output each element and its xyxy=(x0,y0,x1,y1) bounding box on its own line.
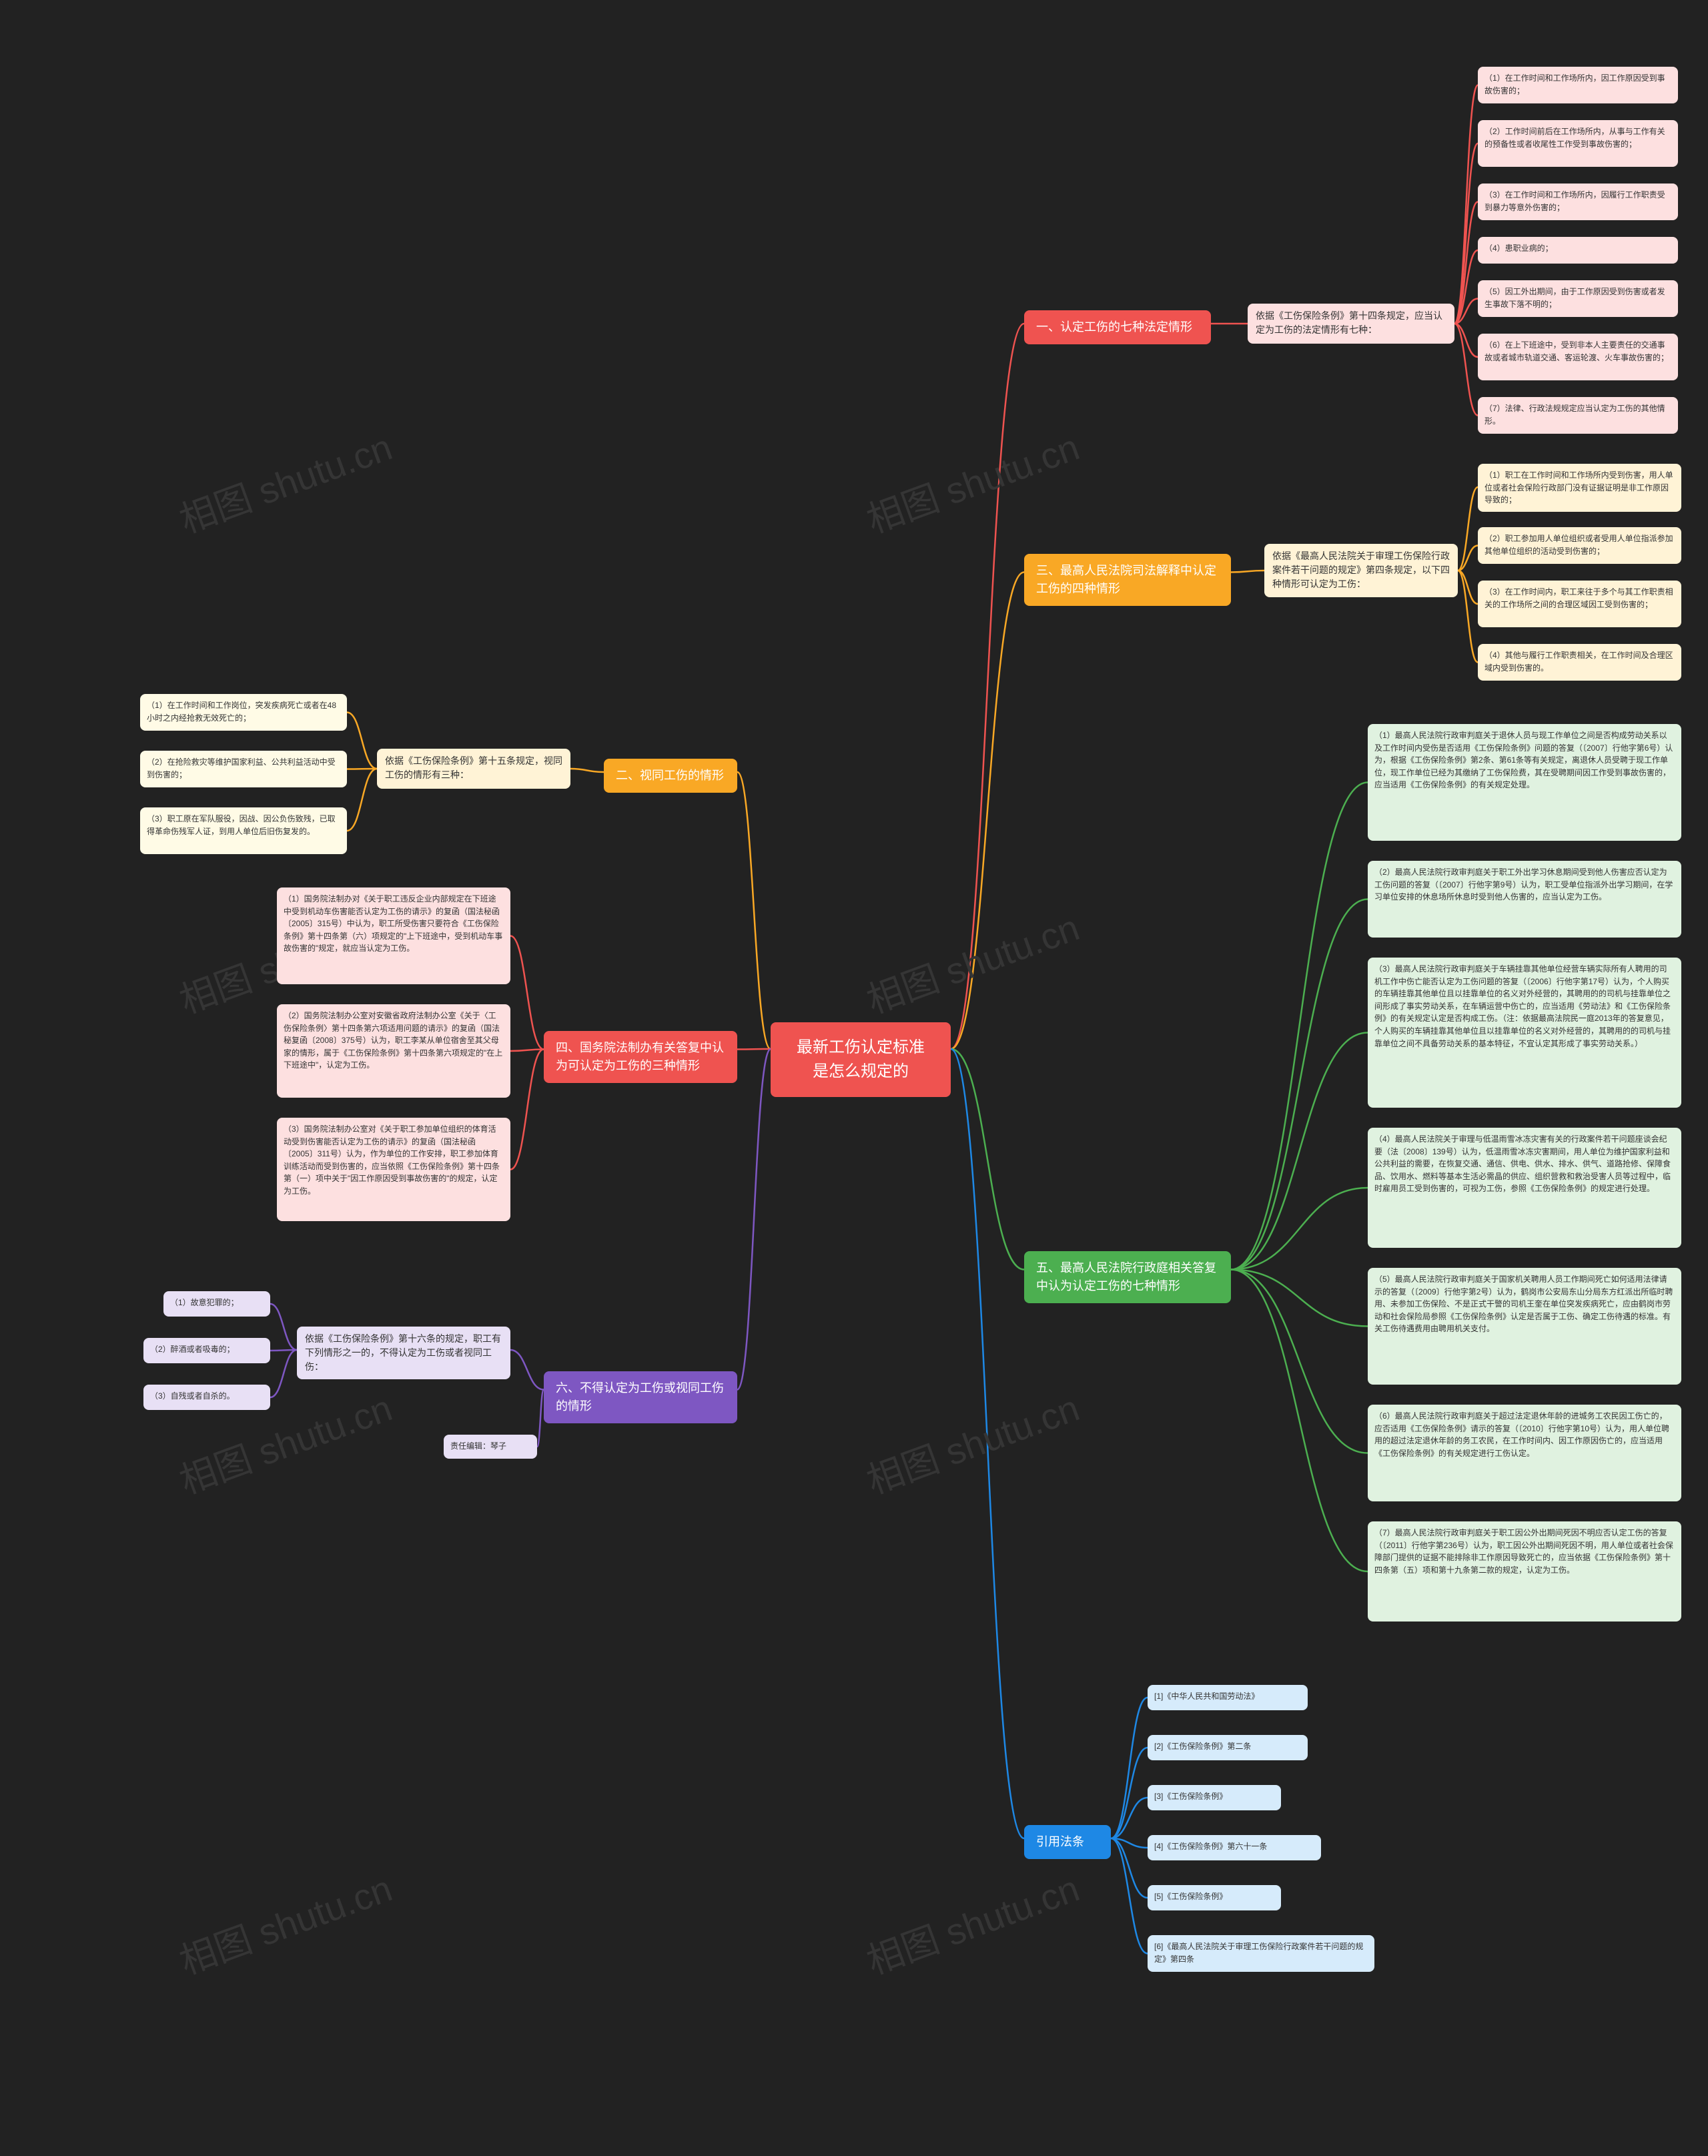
leaf-b5-0: （1）最高人民法院行政审判庭关于退休人员与现工作单位之间是否构成劳动关系以及工作… xyxy=(1368,724,1681,841)
leaf-b1-2: （3）在工作时间和工作场所内，因履行工作职责受到暴力等意外伤害的； xyxy=(1478,184,1678,220)
leaf-b2-0: （1）在工作时间和工作岗位，突发疾病死亡或者在48小时之内经抢救无效死亡的； xyxy=(140,694,347,731)
sub-b1: 依据《工伤保险条例》第十四条规定，应当认定为工伤的法定情形有七种： xyxy=(1248,304,1454,344)
leaf-b3-2: （3）在工作时间内，职工来往于多个与其工作职责相关的工作场所之间的合理区域因工受… xyxy=(1478,581,1681,627)
watermark: 相图 shutu.cn xyxy=(171,417,398,543)
leaf-b7-0: [1]《中华人民共和国劳动法》 xyxy=(1148,1685,1308,1710)
leaf-b6-2: （3）自残或者自杀的。 xyxy=(143,1385,270,1410)
branch-b6: 六、不得认定为工伤或视同工伤的情形 xyxy=(544,1371,737,1423)
leaf-b7-3: [4]《工伤保险条例》第六十一条 xyxy=(1148,1835,1321,1860)
watermark: 相图 shutu.cn xyxy=(171,1858,398,1985)
leaf-b4-2: （3）国务院法制办公室对《关于职工参加单位组织的体育活动受到伤害能否认定为工伤的… xyxy=(277,1118,510,1221)
branch-b4: 四、国务院法制办有关答复中认为可认定为工伤的三种情形 xyxy=(544,1031,737,1083)
sub-b2: 依据《工伤保险条例》第十五条规定，视同工伤的情形有三种： xyxy=(377,749,570,789)
leaf-b7-1: [2]《工伤保险条例》第二条 xyxy=(1148,1735,1308,1760)
watermark: 相图 shutu.cn xyxy=(858,897,1085,1024)
leaf-b5-6: （7）最高人民法院行政审判庭关于职工因公外出期间死因不明应否认定工伤的答复（〔2… xyxy=(1368,1521,1681,1622)
leaf-b5-5: （6）最高人民法院行政审判庭关于超过法定退休年龄的进城务工农民因工伤亡的，应否适… xyxy=(1368,1405,1681,1501)
leaf-b7-5: [6]《最高人民法院关于审理工伤保险行政案件若干问题的规定》第四条 xyxy=(1148,1935,1374,1972)
leaf-b5-4: （5）最高人民法院行政审判庭关于国家机关聘用人员工作期间死亡如何适用法律请示的答… xyxy=(1368,1268,1681,1385)
watermark: 相图 shutu.cn xyxy=(858,1378,1085,1504)
branch-b7: 引用法条 xyxy=(1024,1825,1111,1859)
leaf-b2-2: （3）职工原在军队服役，因战、因公负伤致残，已取得革命伤残军人证，到用人单位后旧… xyxy=(140,807,347,854)
leaf-b6-0: （1）故意犯罪的； xyxy=(163,1291,270,1317)
sub-b3: 依据《最高人民法院关于审理工伤保险行政案件若干问题的规定》第四条规定，以下四种情… xyxy=(1264,544,1458,597)
leaf-b6-1: （2）醉酒或者吸毒的； xyxy=(143,1338,270,1363)
leaf-b5-3: （4）最高人民法院关于审理与低温雨雪冰冻灾害有关的行政案件若干问题座谈会纪要（法… xyxy=(1368,1128,1681,1248)
leaf-b1-3: （4）患职业病的； xyxy=(1478,237,1678,264)
leaf-b3-0: （1）职工在工作时间和工作场所内受到伤害，用人单位或者社会保险行政部门没有证据证… xyxy=(1478,464,1681,512)
branch-b3: 三、最高人民法院司法解释中认定工伤的四种情形 xyxy=(1024,554,1231,606)
watermark: 相图 shutu.cn xyxy=(858,1858,1085,1985)
leaf-b5-2: （3）最高人民法院行政审判庭关于车辆挂靠其他单位经营车辆实际所有人聘用的司机工作… xyxy=(1368,958,1681,1108)
leaf-b1-1: （2）工作时间前后在工作场所内，从事与工作有关的预备性或者收尾性工作受到事故伤害… xyxy=(1478,120,1678,167)
leaf-b4-0: （1）国务院法制办对《关于职工违反企业内部规定在下班途中受到机动车伤害能否认定为… xyxy=(277,887,510,984)
watermark: 相图 shutu.cn xyxy=(858,417,1085,543)
leaf-b7-2: [3]《工伤保险条例》 xyxy=(1148,1785,1281,1810)
leaf-b1-6: （7）法律、行政法规规定应当认定为工伤的其他情形。 xyxy=(1478,397,1678,434)
leaf-b1-4: （5）因工外出期间，由于工作原因受到伤害或者发生事故下落不明的； xyxy=(1478,280,1678,317)
branch-b5: 五、最高人民法院行政庭相关答复中认为认定工伤的七种情形 xyxy=(1024,1251,1231,1303)
leaf-b3-3: （4）其他与履行工作职责相关，在工作时间及合理区域内受到伤害的。 xyxy=(1478,644,1681,681)
leaf-b1-5: （6）在上下班途中，受到非本人主要责任的交通事故或者城市轨道交通、客运轮渡、火车… xyxy=(1478,334,1678,380)
leaf-b2-1: （2）在抢险救灾等维护国家利益、公共利益活动中受到伤害的； xyxy=(140,751,347,787)
center-node: 最新工伤认定标准是怎么规定的 xyxy=(771,1022,951,1097)
extra-b6: 责任编辑：琴子 xyxy=(444,1435,537,1459)
branch-b2: 二、视同工伤的情形 xyxy=(604,759,737,793)
leaf-b7-4: [5]《工伤保险条例》 xyxy=(1148,1885,1281,1910)
sub-b6: 依据《工伤保险条例》第十六条的规定，职工有下列情形之一的，不得认定为工伤或者视同… xyxy=(297,1327,510,1379)
branch-b1: 一、认定工伤的七种法定情形 xyxy=(1024,310,1211,344)
leaf-b3-1: （2）职工参加用人单位组织或者受用人单位指派参加其他单位组织的活动受到伤害的； xyxy=(1478,527,1681,564)
leaf-b4-1: （2）国务院法制办公室对安徽省政府法制办公室《关于〈工伤保险条例〉第十四条第六项… xyxy=(277,1004,510,1098)
leaf-b5-1: （2）最高人民法院行政审判庭关于职工外出学习休息期间受到他人伤害应否认定为工伤问… xyxy=(1368,861,1681,938)
leaf-b1-0: （1）在工作时间和工作场所内，因工作原因受到事故伤害的； xyxy=(1478,67,1678,103)
